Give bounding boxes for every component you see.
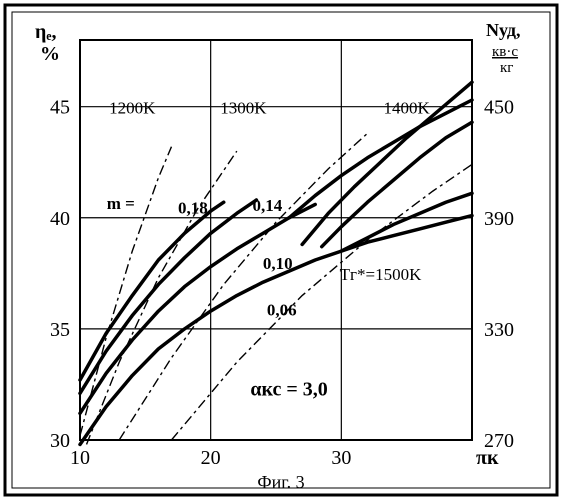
- temp-label: 1400K: [384, 98, 431, 117]
- y-left-tick-label: 45: [50, 97, 70, 119]
- m-label: 0,18: [178, 198, 208, 217]
- y-right-tick-label: 330: [484, 319, 514, 341]
- figure-caption: Фиг. 3: [0, 472, 562, 493]
- temp-label: 1300K: [220, 98, 267, 117]
- y-right-unit-num: кв·с: [492, 44, 518, 60]
- x-tick-label: 20: [201, 447, 221, 469]
- y-left-tick-label: 35: [50, 319, 70, 341]
- y-right-tick-label: 450: [484, 97, 514, 119]
- temp-label: 1200K: [109, 98, 156, 117]
- m-label: 0,14: [252, 196, 282, 215]
- x-tick-label: 30: [331, 447, 351, 469]
- y-left-tick-label: 30: [50, 430, 70, 452]
- y-right-unit-den: кг: [500, 60, 513, 76]
- alpha-annotation: αкс = 3,0: [250, 379, 327, 401]
- m-prefix-label: m =: [107, 194, 135, 213]
- y-right-tick-label: 270: [484, 430, 514, 452]
- y-left-label: ηₑ,: [35, 21, 57, 43]
- y-right-tick-label: 390: [484, 208, 514, 230]
- temp-label: Tг*=1500K: [340, 265, 422, 284]
- m-label: 0,06: [267, 301, 297, 320]
- y-right-label: Nуд,: [486, 20, 520, 40]
- chart: 1200K1300K1400KTг*=1500K0,180,140,100,06…: [0, 0, 562, 500]
- x-tick-label: 10: [70, 447, 90, 469]
- y-left-label-sub: %: [40, 43, 60, 65]
- y-left-tick-label: 40: [50, 208, 70, 230]
